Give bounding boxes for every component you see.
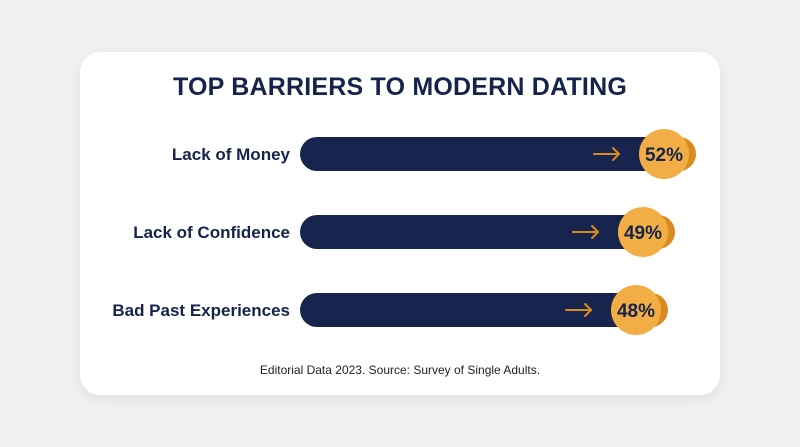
bar-group: Bad Past Experiences 48% <box>112 285 668 335</box>
arrow-right-icon <box>565 303 592 317</box>
value-label: 52% <box>645 145 683 166</box>
bar <box>300 215 643 249</box>
value-badge <box>618 207 668 257</box>
value-label: 48% <box>617 301 655 322</box>
category-label: Bad Past Experiences <box>112 301 290 320</box>
value-badge <box>611 285 661 335</box>
category-label: Lack of Money <box>172 145 291 164</box>
arrow-right-icon <box>572 225 599 239</box>
category-label: Lack of Confidence <box>133 223 290 242</box>
value-label: 49% <box>624 223 662 244</box>
bar-chart: Lack of Money 52% Lack of Confidence 49% Bad… <box>112 129 696 335</box>
arrow-right-icon <box>593 147 620 161</box>
value-badge <box>639 129 689 179</box>
chart-source: Editorial Data 2023. Source: Survey of S… <box>259 363 541 377</box>
bar-group: Lack of Confidence 49% <box>133 207 675 257</box>
bar <box>300 293 636 327</box>
bar <box>300 137 664 171</box>
chart-title: TOP BARRIERS TO MODERN DATING <box>173 73 627 101</box>
bar-group: Lack of Money 52% <box>172 129 696 179</box>
chart-card: TOP BARRIERS TO MODERN DATING Lack of Mo… <box>80 52 720 395</box>
